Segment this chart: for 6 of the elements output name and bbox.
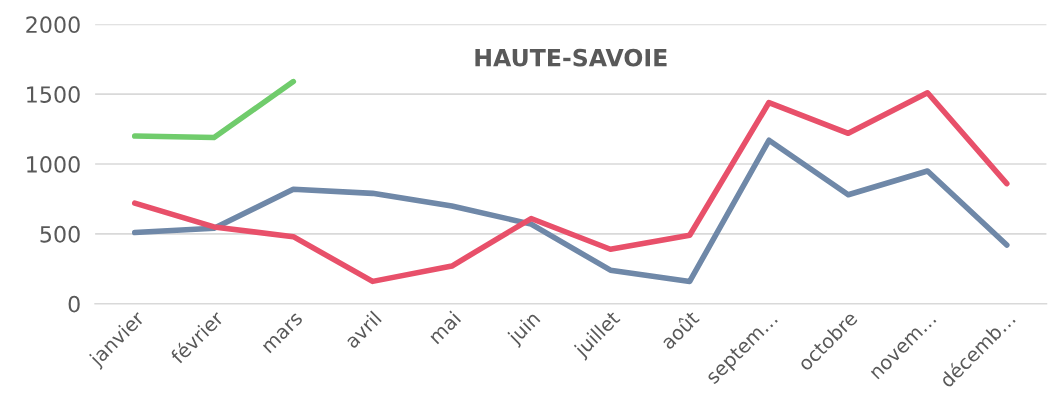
- y-tick-label: 0: [68, 295, 80, 313]
- text: HAUTE-SAVOIE: [475, 48, 667, 67]
- y-tick-label: 2000: [26, 16, 80, 34]
- y-tick-label: 1000: [27, 155, 80, 173]
- y-tick-label: 1500: [27, 86, 80, 103]
- y-tick-label: 500: [40, 225, 80, 243]
